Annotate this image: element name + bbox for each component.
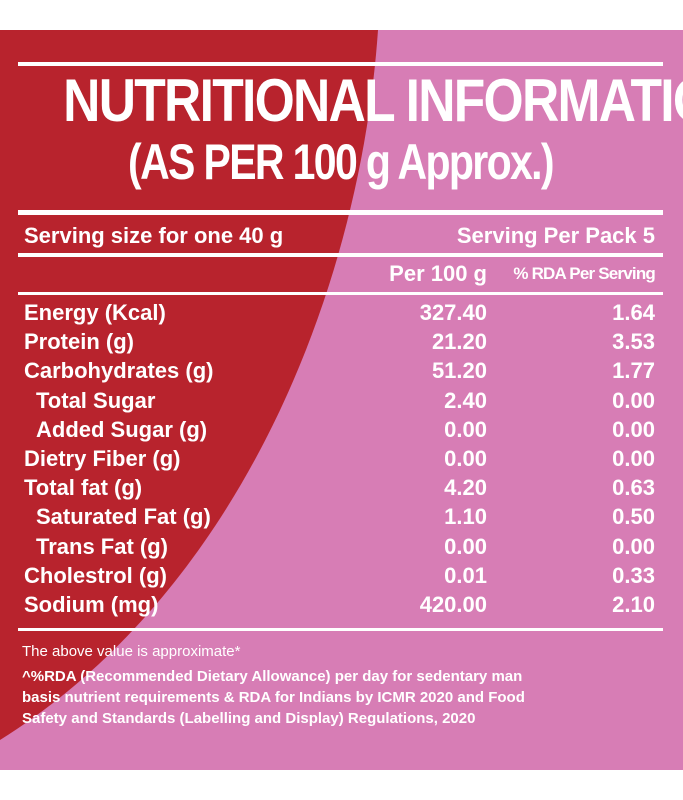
rda-value: 1.64 (612, 300, 655, 325)
nutrient-label: Sodium (mg) (24, 592, 159, 617)
red-background-region (0, 30, 378, 740)
nutrient-row: Trans Fat (g) 0.00 0.00 (0, 532, 683, 561)
nutrient-label: Total Sugar (36, 387, 156, 413)
per-100g-value: 51.20 (431, 358, 487, 384)
rda-value: 3.53 (612, 329, 655, 355)
column-header-rule (18, 292, 663, 295)
nutrient-row: Dietry Fiber (g) 0.00 0.00 (0, 444, 683, 473)
rda-value: 0.00 (612, 446, 655, 471)
nutrient-label: Carbohydrates (g) (24, 358, 214, 384)
per-100g-value: 327.40 (419, 300, 487, 325)
rda-value: 0.50 (612, 504, 655, 530)
nutrient-row: Energy (Kcal) 327.40 1.64 (0, 298, 683, 327)
per-100g-value: 21.20 (431, 329, 487, 355)
nutrient-row: Carbohydrates (g) 51.20 1.77 (0, 356, 683, 385)
serving-size-label: Serving size for one 40 g (24, 223, 284, 248)
title-line-1: NUTRITIONAL INFORMATION (63, 67, 683, 134)
nutrient-label: Energy (Kcal) (24, 300, 166, 325)
rda-value: 0.63 (612, 475, 655, 501)
rda-value: 0.00 (612, 387, 655, 413)
per-100g-value: 0.00 (444, 446, 487, 471)
serving-rule (18, 253, 663, 257)
per-100g-value: 0.00 (444, 533, 487, 559)
table-bottom-rule (18, 628, 663, 631)
nutrient-label: Cholestrol (g) (24, 562, 167, 588)
rda-footnote-line-3: Safety and Standards (Labelling and Disp… (22, 710, 476, 727)
per-100g-value: 2.40 (444, 387, 487, 413)
top-rule (18, 62, 663, 66)
nutrition-label-panel: NUTRITIONAL INFORMATION (AS PER 100 g Ap… (0, 30, 683, 770)
nutrient-label: Saturated Fat (g) (36, 504, 211, 530)
nutrient-label: Added Sugar (g) (36, 416, 208, 442)
per-100g-value: 1.10 (444, 504, 487, 530)
column-header-per-100g: Per 100 g (389, 261, 487, 286)
approximate-note: The above value is approximate* (22, 643, 241, 660)
title-line-2: (AS PER 100 g Approx.) (128, 134, 555, 190)
rda-value: 2.10 (612, 592, 655, 617)
nutrient-row: Saturated Fat (g) 1.10 0.50 (0, 502, 683, 531)
rda-value: 0.33 (612, 562, 655, 588)
per-100g-value: 4.20 (444, 475, 487, 501)
column-header-rda: % RDA Per Serving (513, 264, 655, 283)
rda-footnote-line-2: basis nutrient requirements & RDA for In… (22, 689, 525, 706)
nutrient-label: Protein (g) (24, 329, 134, 355)
rda-footnote-line-1: ^%RDA (Recommended Dietary Allowance) pe… (22, 668, 523, 685)
rda-value: 0.00 (612, 416, 655, 442)
per-100g-value: 0.00 (444, 416, 487, 442)
nutrient-row: Sodium (mg) 420.00 2.10 (0, 590, 683, 619)
nutrient-label: Total fat (g) (24, 475, 143, 501)
nutrient-label: Trans Fat (g) (36, 533, 169, 559)
servings-per-pack-label: Serving Per Pack 5 (456, 223, 655, 248)
title-bottom-rule (18, 210, 663, 215)
nutrient-row: Protein (g) 21.20 3.53 (0, 327, 683, 356)
nutrient-row: Added Sugar (g) 0.00 0.00 (0, 415, 683, 444)
rda-value: 1.77 (612, 358, 655, 384)
label-background (0, 30, 683, 770)
nutrient-row: Cholestrol (g) 0.01 0.33 (0, 561, 683, 590)
nutrient-row: Total fat (g) 4.20 0.63 (0, 473, 683, 502)
nutrient-row: Total Sugar 2.40 0.00 (0, 386, 683, 415)
per-100g-value: 420.00 (419, 592, 487, 617)
nutrient-label: Dietry Fiber (g) (24, 446, 181, 471)
rda-value: 0.00 (612, 533, 655, 559)
per-100g-value: 0.01 (444, 562, 487, 588)
